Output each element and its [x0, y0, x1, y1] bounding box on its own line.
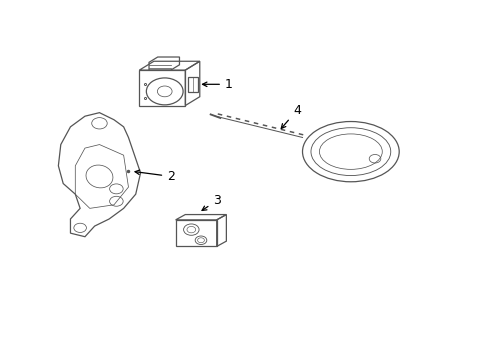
- Text: 2: 2: [135, 170, 175, 183]
- Text: 3: 3: [202, 194, 221, 211]
- Text: 4: 4: [281, 104, 300, 129]
- Text: 1: 1: [202, 78, 232, 91]
